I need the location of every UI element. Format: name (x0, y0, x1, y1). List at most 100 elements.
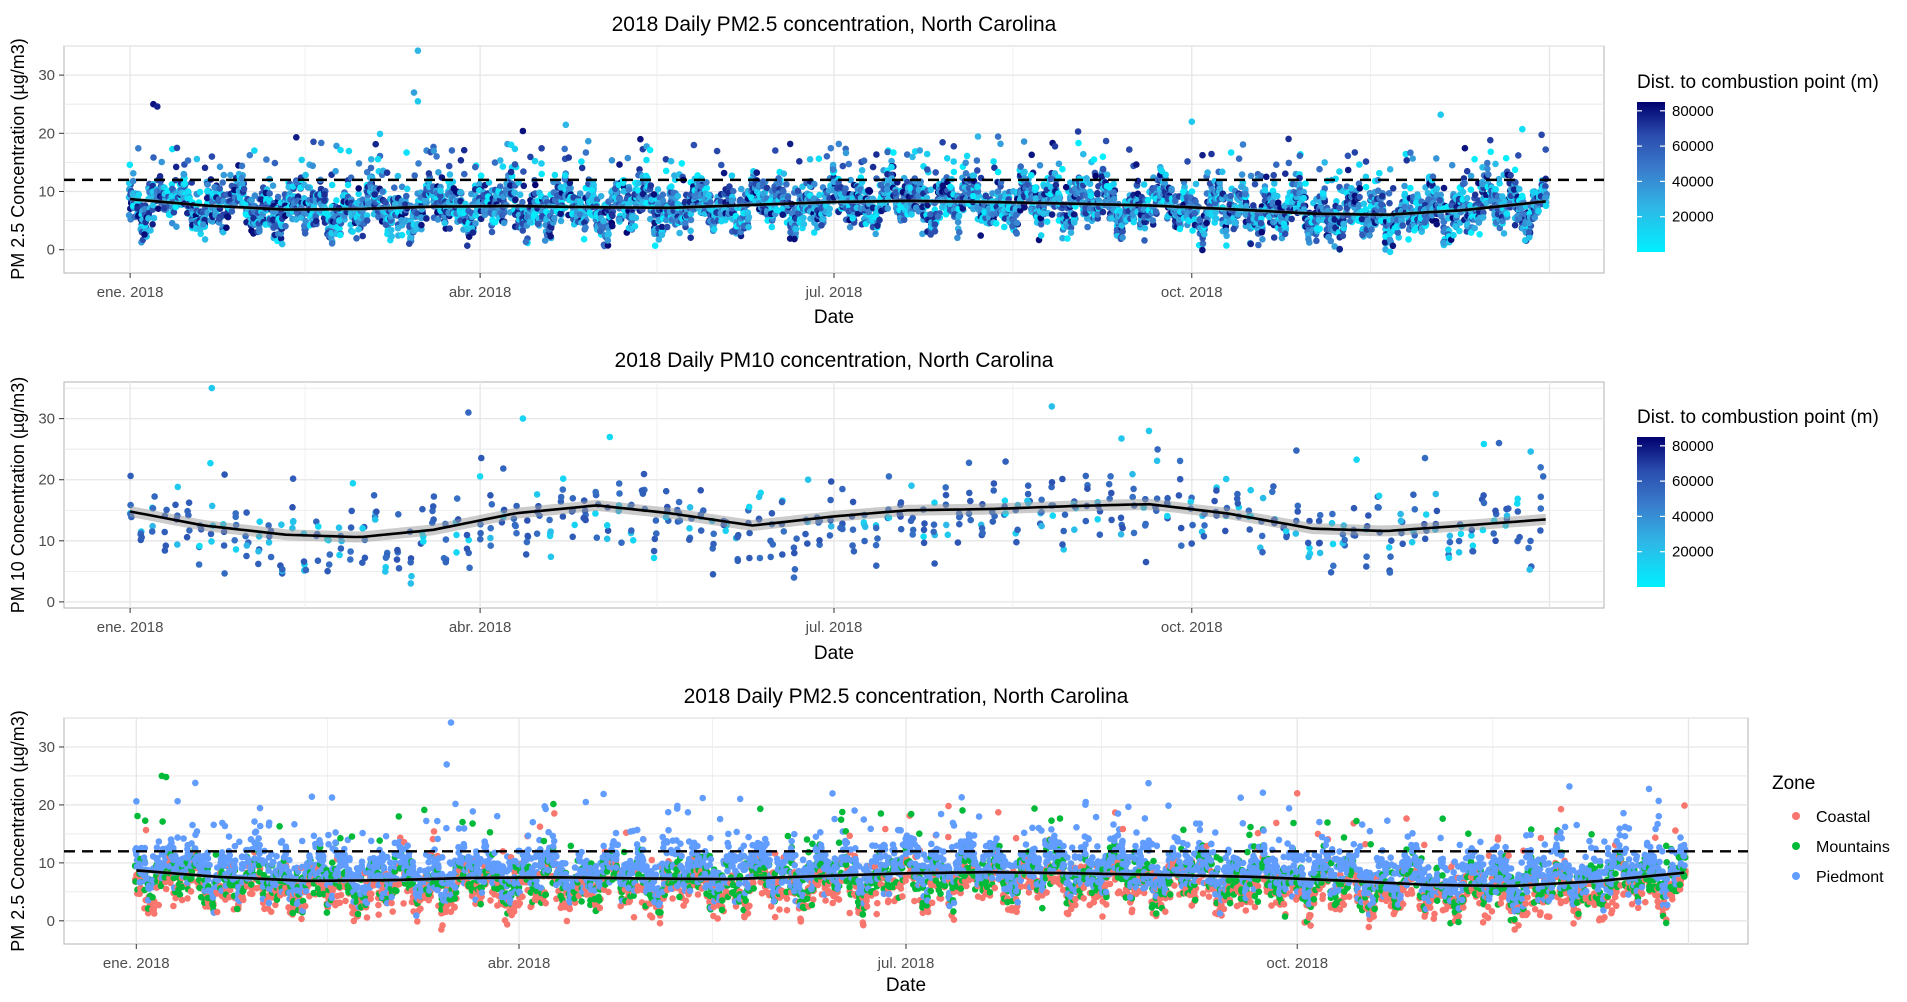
data-point (1049, 211, 1056, 218)
data-point (616, 216, 623, 223)
data-point (870, 164, 877, 171)
data-point (1503, 155, 1510, 162)
data-point (1103, 138, 1110, 145)
data-point (664, 224, 671, 231)
data-point (1379, 193, 1386, 200)
data-point (655, 186, 662, 193)
data-point (449, 147, 456, 154)
data-point (368, 165, 375, 172)
data-point (861, 157, 868, 164)
data-point (225, 214, 232, 221)
data-point (1056, 161, 1063, 168)
data-point (1450, 232, 1457, 239)
data-point (663, 168, 670, 175)
data-point (457, 189, 464, 196)
data-point (1487, 137, 1494, 144)
data-point (538, 160, 545, 167)
data-point (818, 222, 825, 229)
data-point (1485, 171, 1492, 178)
data-point (532, 182, 539, 189)
data-point (633, 215, 640, 222)
data-point (256, 226, 263, 233)
data-point (1434, 185, 1441, 192)
data-point (643, 157, 650, 164)
data-point (1162, 171, 1169, 178)
data-point (901, 217, 908, 224)
data-point (270, 182, 277, 189)
data-point (1493, 186, 1500, 193)
data-point (535, 221, 542, 228)
data-point (1091, 156, 1098, 163)
data-point (772, 147, 779, 154)
data-point (1476, 231, 1483, 238)
data-point (470, 229, 477, 236)
data-point (1286, 160, 1293, 167)
data-point (1028, 152, 1035, 159)
data-point (194, 156, 201, 163)
data-point (355, 226, 362, 233)
data-point (1401, 183, 1408, 190)
data-point (1441, 185, 1448, 192)
data-point (1300, 195, 1307, 202)
data-point (1263, 174, 1270, 181)
data-point (785, 194, 792, 201)
data-point (990, 158, 997, 165)
data-point (1100, 166, 1107, 173)
data-point (1100, 153, 1107, 160)
data-point (1390, 185, 1397, 192)
pm25-distance-panel: 2018 Daily PM2.5 concentration, North Ca… (8, 13, 1879, 328)
data-point (136, 191, 143, 198)
data-point (337, 232, 344, 239)
data-point (426, 170, 433, 177)
data-point (1094, 190, 1101, 197)
data-point (1433, 221, 1440, 228)
data-point (787, 141, 794, 148)
data-point (512, 197, 519, 204)
data-point (563, 122, 570, 129)
data-point (263, 156, 270, 163)
data-point (391, 184, 398, 191)
data-point (581, 236, 588, 243)
data-point (1110, 189, 1117, 196)
data-point (1189, 188, 1196, 195)
data-point (660, 192, 667, 199)
data-point (956, 229, 963, 236)
data-point (441, 220, 448, 227)
data-point (377, 131, 384, 138)
data-point (185, 188, 192, 195)
data-point (538, 171, 545, 178)
data-point (746, 214, 753, 221)
data-point (1336, 205, 1343, 212)
data-point (375, 156, 382, 163)
data-point (565, 154, 572, 161)
data-point (1281, 223, 1288, 230)
data-point (995, 169, 1002, 176)
data-point (884, 149, 891, 156)
data-point (676, 230, 683, 237)
data-point (687, 228, 694, 235)
data-point (1133, 161, 1140, 168)
data-point (1168, 186, 1175, 193)
data-point (411, 172, 418, 179)
data-point (745, 224, 752, 231)
data-point (147, 227, 154, 234)
data-point (975, 133, 982, 140)
data-point (1387, 166, 1394, 173)
data-point (127, 162, 134, 169)
data-point (1252, 181, 1259, 188)
data-point (995, 133, 1002, 140)
data-point (359, 233, 366, 240)
data-point (461, 171, 468, 178)
data-point (173, 223, 180, 230)
data-point (1468, 173, 1475, 180)
data-point (730, 188, 737, 195)
data-point (437, 188, 444, 195)
data-point (830, 166, 837, 173)
data-point (418, 222, 425, 229)
data-point (1223, 227, 1230, 234)
data-point (202, 236, 209, 243)
data-point (461, 147, 468, 154)
data-point (404, 186, 411, 193)
data-point (458, 157, 465, 164)
